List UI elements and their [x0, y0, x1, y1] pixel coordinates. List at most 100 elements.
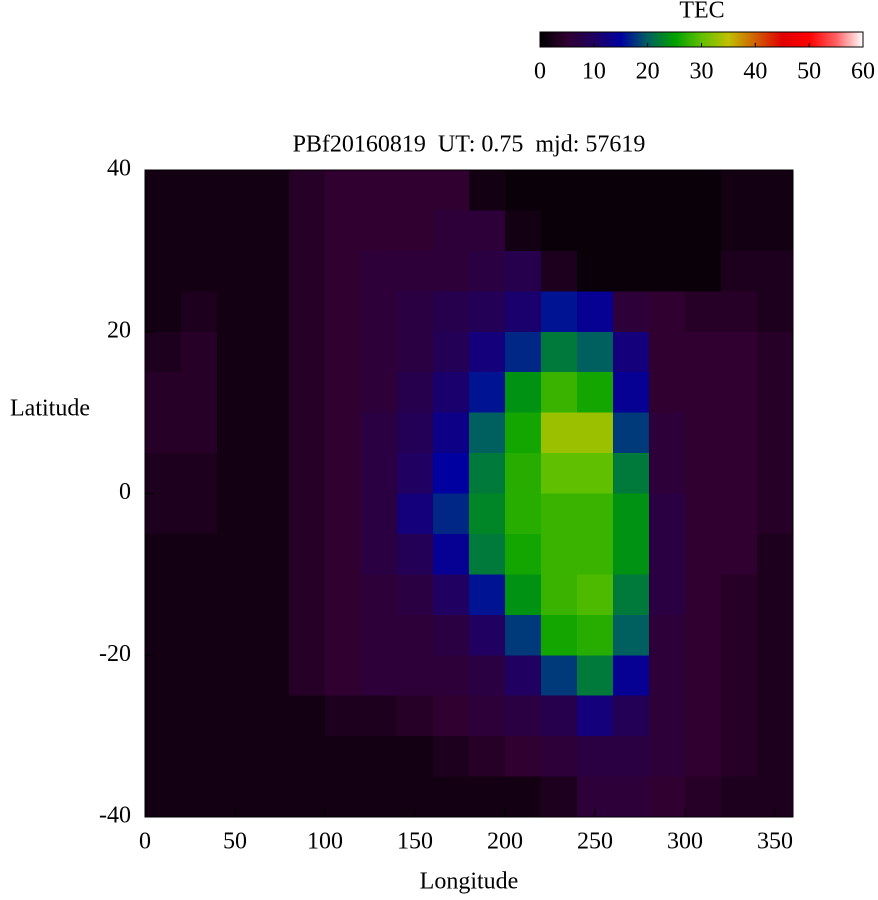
- heatmap-cell: [541, 776, 578, 818]
- heatmap-cell: [397, 655, 434, 697]
- heatmap-cell: [289, 453, 326, 494]
- heatmap-cell: [361, 533, 398, 575]
- heatmap-cell: [253, 574, 290, 616]
- heatmap-cell: [253, 695, 290, 737]
- chart-title: PBf20160819 UT: 0.75 mjd: 57619: [293, 132, 646, 158]
- heatmap-cell: [217, 453, 254, 494]
- heatmap-cell: [505, 493, 542, 535]
- heatmap-cell: [325, 533, 362, 575]
- heatmap-cell: [577, 331, 614, 373]
- heatmap-cell: [577, 412, 614, 454]
- heatmap-cell: [613, 574, 650, 616]
- heatmap-cell: [253, 170, 290, 211]
- heatmap-cell: [325, 655, 362, 697]
- heatmap-cell: [253, 533, 290, 575]
- heatmap-cell: [577, 493, 614, 535]
- heatmap-cell: [613, 655, 650, 697]
- heatmap-cell: [541, 412, 578, 454]
- heatmap-cell: [289, 533, 326, 575]
- x-tick-label: 300: [667, 829, 703, 855]
- heatmap-cell: [721, 412, 758, 454]
- heatmap-cell: [469, 655, 506, 697]
- heatmap-cell: [505, 695, 542, 737]
- heatmap-cell: [649, 453, 686, 494]
- heatmap-cell: [361, 574, 398, 616]
- heatmap-cell: [217, 736, 254, 778]
- heatmap-cell: [433, 412, 470, 454]
- heatmap-cell: [613, 331, 650, 373]
- heatmap-cell: [253, 412, 290, 454]
- y-tick-label: -20: [99, 641, 131, 667]
- heatmap-cell: [541, 574, 578, 616]
- heatmap-cell: [685, 695, 722, 737]
- heatmap-cell: [181, 493, 218, 535]
- heatmap-cell: [685, 170, 722, 211]
- heatmap-cell: [685, 372, 722, 414]
- heatmap-cell: [325, 695, 362, 737]
- heatmap-cell: [649, 776, 686, 818]
- heatmap-cell: [397, 331, 434, 373]
- heatmap-cell: [757, 736, 794, 778]
- heatmap-cell: [469, 210, 506, 252]
- heatmap-cell: [577, 372, 614, 414]
- heatmap-cell: [649, 170, 686, 211]
- heatmap-cell: [289, 372, 326, 414]
- heatmap-cell: [181, 776, 218, 818]
- heatmap-cell: [721, 776, 758, 818]
- heatmap-cell: [577, 170, 614, 211]
- heatmap-cell: [397, 695, 434, 737]
- heatmap-cell: [721, 453, 758, 494]
- heatmap-cell: [361, 655, 398, 697]
- heatmap-cell: [397, 372, 434, 414]
- heatmap-cell: [721, 372, 758, 414]
- heatmap-cell: [721, 493, 758, 535]
- heatmap-cell: [757, 170, 794, 211]
- heatmap-cell: [721, 655, 758, 697]
- heatmap-cell: [649, 331, 686, 373]
- heatmap-cell: [145, 695, 182, 737]
- heatmap-cell: [217, 574, 254, 616]
- colorbar-tick-label: 60: [851, 59, 875, 85]
- heatmap-cell: [685, 453, 722, 494]
- heatmap-cell: [469, 372, 506, 414]
- heatmap-cell: [397, 250, 434, 292]
- heatmap-cell: [361, 291, 398, 333]
- colorbar-tick-label: 40: [743, 59, 767, 85]
- heatmap-cell: [613, 372, 650, 414]
- heatmap-cell: [541, 453, 578, 494]
- heatmap-cell: [577, 533, 614, 575]
- heatmap-cell: [145, 250, 182, 292]
- heatmap-cell: [289, 170, 326, 211]
- heatmap-cell: [145, 736, 182, 778]
- heatmap-cell: [577, 574, 614, 616]
- heatmap-cell: [649, 210, 686, 252]
- heatmap-cell: [613, 533, 650, 575]
- heatmap-cell: [469, 291, 506, 333]
- heatmap-cell: [145, 493, 182, 535]
- heatmap-cell: [361, 776, 398, 818]
- heatmap-cell: [649, 574, 686, 616]
- heatmap-cell: [757, 695, 794, 737]
- heatmap-cell: [397, 614, 434, 656]
- heatmap-cell: [253, 776, 290, 818]
- heatmap-cell: [505, 210, 542, 252]
- heatmap-cell: [505, 331, 542, 373]
- heatmap-cell: [757, 331, 794, 373]
- heatmap-cell: [253, 250, 290, 292]
- heatmap-cell: [613, 250, 650, 292]
- heatmap-cell: [397, 736, 434, 778]
- heatmap-cell: [649, 533, 686, 575]
- heatmap-cell: [577, 250, 614, 292]
- heatmap-cell: [217, 655, 254, 697]
- heatmap-cell: [757, 250, 794, 292]
- heatmap-cell: [433, 170, 470, 211]
- heatmap-cell: [505, 291, 542, 333]
- heatmap-cell: [433, 291, 470, 333]
- heatmap-cell: [433, 250, 470, 292]
- x-axis-label: Longitude: [420, 869, 519, 895]
- heatmap-cell: [757, 412, 794, 454]
- heatmap-cell: [469, 453, 506, 494]
- heatmap-cell: [289, 412, 326, 454]
- heatmap-cell: [361, 736, 398, 778]
- heatmap-cell: [253, 736, 290, 778]
